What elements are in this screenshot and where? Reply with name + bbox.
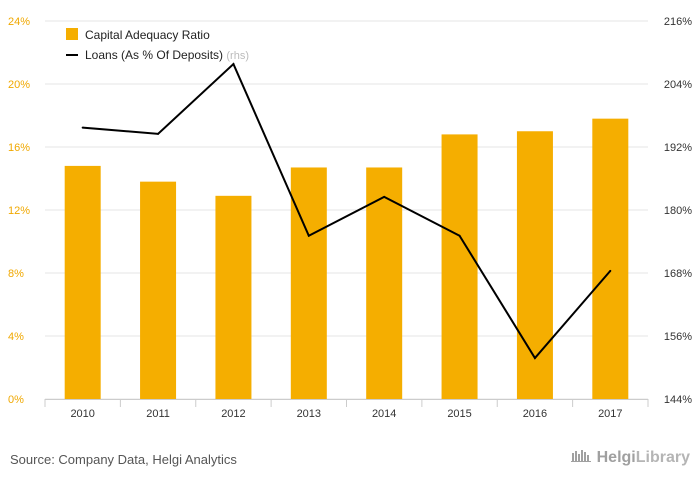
x-tick-label: 2014 bbox=[372, 408, 396, 420]
left-tick-label: 4% bbox=[8, 331, 24, 343]
x-tick-label: 2012 bbox=[221, 408, 245, 420]
right-tick-label: 216% bbox=[664, 16, 692, 28]
right-tick-label: 204% bbox=[664, 79, 692, 91]
right-tick-label: 180% bbox=[664, 205, 692, 217]
bar-2011 bbox=[140, 181, 177, 399]
line-point-2013 bbox=[307, 234, 310, 237]
left-tick-label: 20% bbox=[8, 79, 30, 91]
right-tick-label: 156% bbox=[664, 331, 692, 343]
right-tick-label: 144% bbox=[664, 394, 692, 406]
bar-2010 bbox=[64, 165, 101, 399]
line-point-2012 bbox=[232, 63, 235, 66]
grid bbox=[45, 20, 648, 400]
left-tick-label: 24% bbox=[8, 16, 30, 28]
library-logo-icon bbox=[570, 448, 593, 467]
bar-2016 bbox=[516, 131, 553, 399]
left-tick-label: 8% bbox=[8, 268, 24, 280]
bars bbox=[64, 118, 629, 400]
x-tick-label: 2016 bbox=[523, 408, 547, 420]
line-point-2011 bbox=[157, 132, 160, 135]
legend-bar-swatch bbox=[66, 28, 78, 40]
x-tick-label: 2011 bbox=[146, 408, 170, 420]
axes: 0% 4% 8% 12% 16% 20% 24% 144% 156% 168% 180% 192% 20… bbox=[8, 16, 692, 420]
line-layer bbox=[81, 62, 612, 360]
left-tick-label: 16% bbox=[8, 142, 30, 154]
line-point-2014 bbox=[383, 195, 386, 198]
legend-label-loans: Loans (As % Of Deposits) (rhs) bbox=[85, 48, 249, 62]
bar-2013 bbox=[290, 167, 327, 399]
left-tick-label: 12% bbox=[8, 205, 30, 217]
bar-2014 bbox=[366, 167, 403, 399]
x-tick-label: 2017 bbox=[598, 408, 622, 420]
bar-2015 bbox=[441, 134, 478, 399]
line-point-2015 bbox=[458, 234, 461, 237]
legend-label-capital-adequacy: Capital Adequacy Ratio bbox=[85, 28, 210, 42]
legend: Capital Adequacy Ratio Loans (As % Of Dep… bbox=[66, 28, 249, 62]
x-tick-label: 2015 bbox=[447, 408, 471, 420]
legend-rhs-note: (rhs) bbox=[226, 50, 249, 62]
logo-text-library: Library bbox=[635, 448, 690, 466]
loans-to-deposits-line bbox=[82, 62, 612, 360]
line-point-2010 bbox=[81, 126, 84, 129]
right-tick-label: 168% bbox=[664, 268, 692, 280]
chart: 0% 4% 8% 12% 16% 20% 24% 144% 156% 168% 180% 192% 20… bbox=[8, 16, 692, 420]
line-point-2016 bbox=[533, 357, 536, 360]
left-tick-label: 0% bbox=[8, 394, 24, 406]
logo-text-helgi: Helgi bbox=[596, 448, 636, 466]
line-point-2017 bbox=[609, 269, 612, 272]
bar-2017 bbox=[592, 118, 629, 400]
right-tick-label: 192% bbox=[664, 142, 692, 154]
x-tick-label: 2010 bbox=[70, 408, 94, 420]
helgi-library-logo: Helgi Library bbox=[570, 448, 690, 467]
x-tick-label: 2013 bbox=[297, 408, 321, 420]
source-note: Source: Company Data, Helgi Analytics bbox=[10, 452, 237, 467]
bar-2012 bbox=[215, 195, 252, 399]
